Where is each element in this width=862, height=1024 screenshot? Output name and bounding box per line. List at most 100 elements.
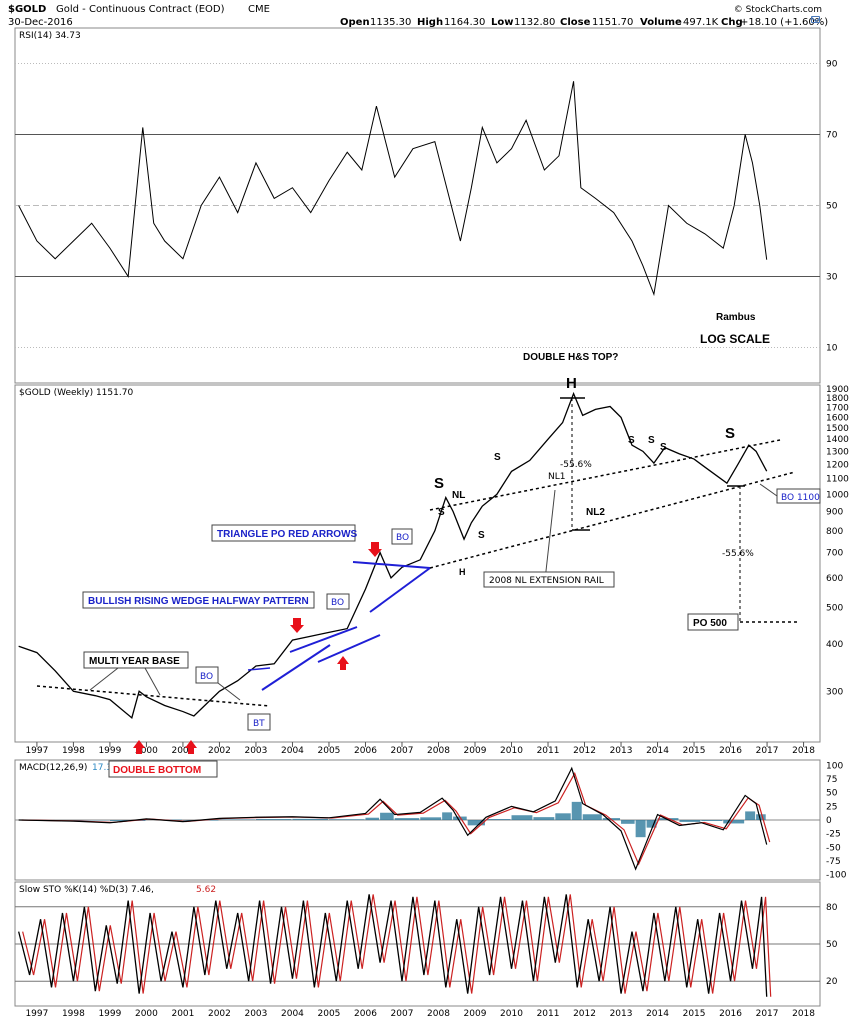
volume-value: 497.1K [683,17,719,28]
s-label-1: S [438,507,445,518]
low-label: Low [491,17,513,28]
trendlines [36,397,800,707]
annotations: Rambus LOG SCALE DOUBLE H&S TOP? H S S N… [434,312,770,577]
price-x-label: 2014 [646,746,669,756]
macd-title-value: 17.344 [92,763,124,773]
macd-histogram-bar [511,815,533,820]
bottom-x-label: 2014 [646,1009,669,1019]
macd-histogram-bar [380,812,394,820]
bottom-x-label: 2003 [244,1009,267,1019]
macd-histogram-bar [756,814,766,820]
bottom-x-label: 2010 [500,1009,523,1019]
price-tick-label: 1800 [826,394,849,404]
bottom-x-label: 2017 [756,1009,779,1019]
macd-histogram-bar [621,820,635,824]
nl-label: NL [452,490,465,501]
bo-2002-box [195,666,219,684]
symbol: $GOLD [8,4,46,15]
rail-callout-line [544,489,556,581]
arrow-down-2006 [368,542,382,557]
price-x-label: 1998 [62,746,85,756]
arrow-up-2005 [337,656,349,670]
macd-tick-label: 50 [826,789,838,799]
exchange: CME [248,4,270,15]
arrow-up-1999 [133,740,145,754]
chg-value: +18.10 (+1.60%) [740,17,828,28]
price-x-label: 2002 [208,746,231,756]
sto-d-line [22,894,772,997]
bottom-x-label: 2012 [573,1009,596,1019]
price-tick-label: 1300 [826,447,849,457]
double-hs-label: DOUBLE H&S TOP? [523,352,618,363]
macd-histogram-bar [635,820,646,838]
bottom-x-label: 2000 [135,1009,158,1019]
bo-2002-text: BO [200,672,213,682]
price-x-label: 2006 [354,746,377,756]
bottom-x-label: 2015 [683,1009,706,1019]
rsi-tick-label: 70 [826,131,838,141]
bt-text: BT [253,719,265,729]
price-x-label: 2012 [573,746,596,756]
s-2014a-label: S [628,435,635,446]
chart-date: 30-Dec-2016 [8,17,73,28]
macd-tick-label: -75 [826,857,841,867]
macd-tick-label: 75 [826,775,837,785]
s-label-2: S [478,530,485,541]
pct-right-label: -55.6% [722,549,754,559]
macd-histogram-bar [453,816,467,820]
price-tick-label: 1500 [826,424,849,434]
base-callout-text: MULTI YEAR BASE [89,656,180,667]
price-tick-label: 700 [826,549,843,559]
macd-histogram-bar [219,819,255,820]
price-x-label: 2017 [756,746,779,756]
macd-histogram-bar [571,801,582,820]
macd-histogram-bar [394,818,420,820]
base-pointer-2 [144,667,161,696]
macd-title: MACD(12,26,9) [19,763,87,773]
price-x-label: 2001 [171,746,194,756]
triangle-callout-box [211,524,356,542]
chg-label: Chg [721,17,743,28]
s-2014c-label: S [660,442,667,453]
head-label: H [566,375,577,392]
base-pointer-1 [89,667,119,691]
macd-histogram-bar [442,812,453,820]
bottom-x-label: 2009 [464,1009,487,1019]
macd-histogram-bar [723,820,745,824]
sto-k-line [18,894,768,997]
price-x-label: 2011 [537,746,560,756]
right-shoulder-label: S [725,425,735,442]
macd-histogram-bar [646,820,657,828]
macd-histogram-bar [533,817,555,820]
macd-tick-label: 0 [826,816,832,826]
price-x-label: 2000 [135,746,158,756]
po-500-text: PO 500 [693,618,727,629]
price-x-label: 2005 [318,746,341,756]
price-tick-label: 1600 [826,413,849,423]
price-title: $GOLD (Weekly) 1151.70 [19,388,133,398]
price-x-label: 2016 [719,746,742,756]
bo-2005-box [326,593,350,610]
email-icon[interactable] [811,16,820,23]
bo-2007-box [391,528,413,545]
high-value: 1164.30 [444,17,485,28]
bottom-x-label: 2006 [354,1009,377,1019]
neckline-nl1 [429,439,781,511]
macd-line [18,766,768,871]
sto-title: Slow STO %K(14) %D(3) 7.46, [19,885,154,895]
bottom-x-label: 2002 [208,1009,231,1019]
arrow-down-2004 [290,618,304,633]
macd-tick-label: 25 [826,802,837,812]
double-bottom-box [108,760,218,778]
price-x-label: 2015 [683,746,706,756]
wedge-lower-line [261,644,331,691]
bottom-x-label: 1998 [62,1009,85,1019]
double-bottom-text: DOUBLE BOTTOM [113,765,201,776]
rsi-tick-label: 10 [826,344,838,354]
open-label: Open [340,17,370,28]
bottom-x-label: 2011 [537,1009,560,1019]
price-tick-label: 1000 [826,490,849,500]
bo-2002-pointer [217,682,241,701]
price-x-label: 1999 [98,746,121,756]
h-2008-label: H [459,567,466,577]
